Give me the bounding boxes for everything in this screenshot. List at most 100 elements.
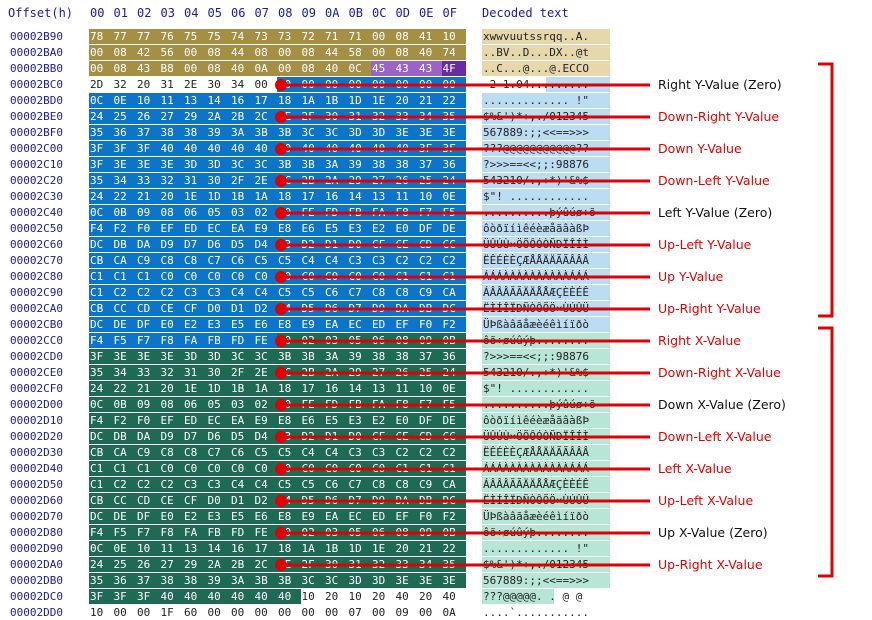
hex-byte[interactable]: F4 [89,413,113,428]
hex-byte[interactable]: 31 [183,173,207,188]
hex-byte[interactable]: E9 [253,413,278,428]
hex-byte[interactable]: 38 [159,573,184,588]
hex-byte[interactable]: 34 [112,173,137,188]
hex-byte[interactable]: 02 [253,397,278,412]
hex-byte[interactable]: 33 [136,365,160,380]
hex-byte[interactable]: 20 [136,77,160,92]
hex-byte[interactable]: C0 [230,461,254,476]
decoded-text-row[interactable]: 567889:;;<<==>>> [482,573,610,588]
hex-byte[interactable]: 21 [136,381,160,396]
hex-byte[interactable]: F7 [136,333,160,348]
hex-byte[interactable]: C3 [347,445,372,460]
hex-byte[interactable]: 08 [206,61,231,76]
hex-byte[interactable]: C7 [206,253,231,268]
hex-byte[interactable]: CB [89,445,113,460]
hex-byte[interactable]: C0 [159,461,184,476]
hex-byte[interactable]: 0B [112,397,137,412]
hex-byte[interactable]: 20 [418,589,442,604]
hex-byte[interactable]: 16 [230,541,254,556]
hex-byte[interactable]: D6 [206,429,231,444]
hex-byte[interactable]: 40 [277,589,301,604]
hex-byte[interactable]: 40 [441,589,466,604]
hex-byte[interactable]: 26 [136,109,160,124]
hex-byte[interactable]: CD [136,301,160,316]
hex-byte[interactable]: C5 [277,477,301,492]
hex-byte[interactable]: C8 [371,285,395,300]
hex-byte[interactable]: 10 [441,29,466,44]
hex-byte[interactable]: 05 [206,205,231,220]
hex-byte[interactable]: 10 [418,189,442,204]
hex-byte[interactable]: 22 [112,189,137,204]
hex-byte[interactable]: 40 [159,589,184,604]
hex-byte[interactable]: 3E [418,573,442,588]
hex-byte[interactable]: CC [112,493,137,508]
hex-byte[interactable]: 2F [230,365,254,380]
hex-byte[interactable]: EC [206,413,231,428]
hex-byte[interactable]: 03 [230,397,254,412]
hex-byte[interactable]: 3E [112,349,137,364]
hex-byte[interactable]: D2 [253,493,278,508]
hex-byte[interactable]: FA [183,333,207,348]
hex-byte[interactable]: 0C [89,205,113,220]
hex-byte[interactable]: C6 [324,285,348,300]
hex-byte[interactable]: 0C [347,61,372,76]
hex-byte[interactable]: 08 [206,45,231,60]
hex-byte[interactable]: 02 [253,205,278,220]
hex-byte[interactable]: 3C [324,573,348,588]
hex-byte[interactable]: C3 [206,477,231,492]
hex-byte[interactable]: 10 [347,589,372,604]
hex-byte[interactable]: CF [183,301,207,316]
hex-byte[interactable]: C7 [347,477,372,492]
hex-byte[interactable]: DE [441,413,466,428]
hex-byte[interactable]: 2D [89,77,113,92]
hex-byte[interactable]: 41 [418,29,442,44]
hex-byte[interactable]: 10 [136,541,160,556]
hex-byte[interactable]: 43 [136,61,160,76]
hex-byte[interactable]: E8 [277,509,301,524]
hex-byte[interactable]: 3B [253,125,278,140]
hex-byte[interactable]: 13 [371,381,395,396]
hex-byte[interactable]: 06 [183,205,207,220]
hex-byte[interactable]: 20 [159,381,184,396]
hex-byte[interactable]: C4 [253,477,278,492]
hex-byte[interactable]: C2 [394,445,419,460]
hex-byte[interactable]: DE [112,509,137,524]
hex-byte[interactable]: C4 [230,285,254,300]
hex-byte[interactable]: 06 [183,397,207,412]
hex-byte[interactable]: 76 [159,29,184,44]
hex-byte[interactable]: C1 [89,477,113,492]
hex-byte[interactable]: F7 [136,525,160,540]
hex-byte[interactable]: EA [324,317,348,332]
hex-byte[interactable]: 40 [206,141,231,156]
hex-byte[interactable]: 13 [183,93,207,108]
hex-byte[interactable]: 20 [159,189,184,204]
hex-byte[interactable]: 1E [183,381,207,396]
hex-byte[interactable]: 13 [183,541,207,556]
hex-byte[interactable]: 58 [347,45,372,60]
hex-byte[interactable]: 32 [112,77,137,92]
hex-byte[interactable]: 43 [394,61,419,76]
hex-byte[interactable]: 00 [371,29,395,44]
hex-byte[interactable]: 38 [394,349,419,364]
hex-byte[interactable]: 1D [206,189,231,204]
hex-byte[interactable]: D0 [206,301,231,316]
hex-byte[interactable]: 20 [324,589,348,604]
hex-byte[interactable]: C0 [230,269,254,284]
hex-byte[interactable]: 36 [112,125,137,140]
decoded-text-row[interactable]: ÁÂÂÂÃÃÄÄÅÅÆÇÈÈÉÊ [482,285,610,300]
hex-byte[interactable]: 11 [394,381,419,396]
hex-byte[interactable]: 22 [441,541,466,556]
hex-byte[interactable]: FD [230,525,254,540]
hex-byte[interactable]: C8 [159,253,184,268]
hex-byte[interactable]: 77 [136,29,160,44]
hex-byte[interactable]: 0C [89,93,113,108]
hex-byte[interactable]: C0 [159,269,184,284]
hex-byte[interactable]: 3B [277,349,301,364]
hex-byte[interactable]: 2C [253,557,278,572]
hex-byte[interactable]: E3 [347,221,372,236]
hex-byte[interactable]: C3 [206,285,231,300]
hex-byte[interactable]: 14 [206,541,231,556]
hex-byte[interactable]: 32 [159,173,184,188]
hex-byte[interactable]: 3B [300,349,325,364]
hex-byte[interactable]: 3B [277,125,301,140]
